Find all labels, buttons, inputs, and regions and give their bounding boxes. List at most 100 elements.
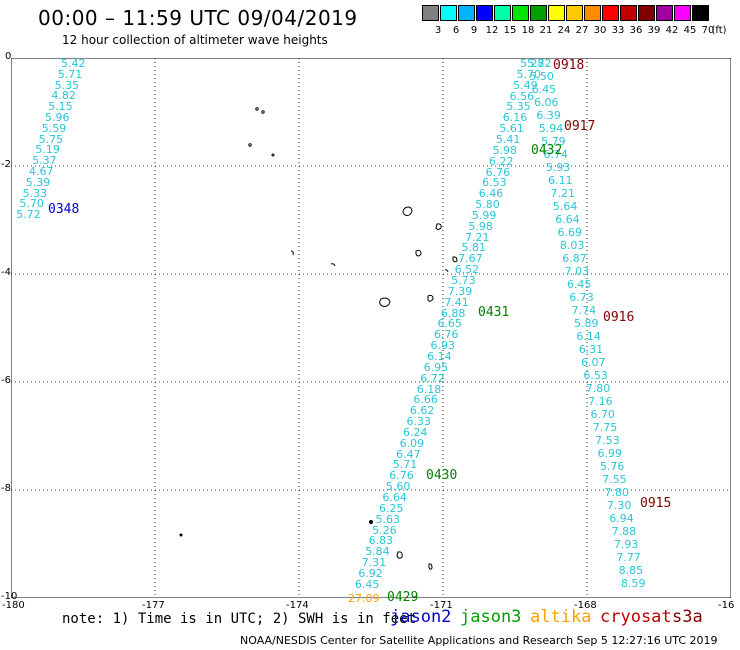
wave-height-value: 6.76 — [485, 165, 511, 179]
wave-height-value: 6.87 — [562, 252, 587, 265]
wave-height-value: 6.88 — [440, 306, 466, 320]
y-tick-label: -2 — [1, 159, 11, 170]
wave-height-value: 6.52 — [454, 263, 480, 277]
plot-frame — [11, 58, 731, 598]
wave-height-value: 6.74 — [543, 148, 568, 161]
legend-label: 45 — [683, 25, 697, 36]
wave-height-value: 27.09 — [348, 592, 380, 605]
wave-height-value: 4.67 — [29, 165, 54, 178]
legend-label: 18 — [521, 25, 535, 36]
wave-height-value: 5.89 — [574, 317, 599, 330]
legend-swatch — [620, 5, 637, 21]
legend-swatch — [440, 5, 457, 21]
wave-height-value: 5.70 — [516, 67, 542, 81]
pass-time-label: 0431 — [478, 305, 510, 320]
map-plot — [11, 58, 731, 598]
wave-height-value: 5.75 — [38, 132, 64, 146]
wave-height-value: 5.63 — [375, 512, 401, 526]
wave-height-value: 5.42 — [61, 57, 86, 70]
wave-height-value: 5.35 — [506, 100, 531, 114]
wave-height-value: 7.53 — [595, 434, 620, 447]
legend-swatch — [674, 5, 691, 21]
island — [290, 250, 294, 256]
legend-swatch — [476, 5, 493, 21]
wave-height-value: 6.45 — [531, 83, 557, 96]
wave-height-value: 5.70 — [19, 197, 44, 211]
x-tick-label: -171 — [430, 600, 453, 611]
wave-height-value: 5.59 — [41, 121, 67, 135]
wave-height-value: 5.50 — [529, 70, 554, 83]
wave-height-value: 5.98 — [468, 219, 493, 233]
island — [444, 269, 449, 273]
legend-swatch — [458, 5, 475, 21]
y-tick-label: -8 — [1, 483, 11, 494]
wave-height-value: 6.93 — [430, 339, 456, 353]
y-tick-label: -4 — [1, 267, 11, 278]
pass-time-label: 0918 — [553, 58, 585, 73]
x-tick-label: -177 — [142, 600, 165, 611]
wave-height-value: 7.55 — [602, 473, 627, 486]
wave-height-value: 5.98 — [492, 143, 517, 157]
wave-height-value: 7.75 — [592, 421, 618, 434]
wave-height-value: 5.26 — [372, 523, 397, 537]
wave-height-value: 5.15 — [48, 100, 73, 114]
legend-label: 27 — [575, 25, 589, 36]
wave-height-value: 8.59 — [621, 577, 646, 590]
legend-label: 36 — [629, 25, 643, 36]
legend-swatch — [584, 5, 601, 21]
wave-height-value: 7.31 — [361, 556, 387, 570]
wave-height-value: 5.71 — [392, 458, 418, 472]
wave-height-value: 6.65 — [437, 317, 462, 331]
satellite-name: cryosat — [600, 607, 672, 627]
island — [248, 143, 252, 147]
legend-label: 70 — [701, 25, 715, 36]
island — [330, 263, 336, 267]
credit-text: NOAA/NESDIS Center for Satellite Applica… — [240, 634, 718, 647]
legend-swatch — [566, 5, 583, 21]
island — [379, 297, 391, 307]
wave-height-value: 5.39 — [25, 175, 51, 189]
wave-height-value: 6.39 — [536, 109, 561, 122]
legend-label: 9 — [470, 25, 478, 36]
island — [402, 206, 413, 216]
wave-height-value: 6.62 — [409, 404, 435, 418]
wave-height-value: 6.94 — [609, 512, 634, 525]
y-tick-label: 0 — [5, 51, 12, 62]
wave-height-value: 6.64 — [555, 213, 580, 226]
wave-height-value: 5.41 — [495, 132, 521, 146]
legend-label: 15 — [503, 25, 517, 36]
wave-height-value: 7.41 — [444, 295, 469, 309]
wave-height-value: 7.74 — [571, 304, 597, 317]
note-text: note: 1) Time is in UTC; 2) SWH is in fe… — [62, 611, 417, 627]
wave-height-value: 6.64 — [382, 491, 407, 504]
legend-swatch — [602, 5, 619, 21]
wave-height-value: 6.31 — [578, 343, 604, 356]
wave-height-value: 5.28 — [520, 57, 545, 70]
y-tick-label: -6 — [1, 375, 11, 386]
wave-height-value: 6.11 — [548, 174, 573, 187]
wave-height-value: 7.93 — [613, 538, 639, 551]
wave-height-value: 5.60 — [385, 480, 411, 494]
wave-height-value: 8.03 — [559, 239, 585, 252]
wave-height-value: 5.19 — [35, 143, 60, 157]
island — [427, 294, 434, 302]
wave-height-value: 5.64 — [552, 200, 578, 213]
legend-label: 24 — [557, 25, 571, 36]
wave-height-value: 6.72 — [420, 371, 445, 385]
x-tick-label: -180 — [2, 600, 25, 611]
wave-height-value: 5.72 — [16, 208, 41, 222]
legend-swatch — [656, 5, 673, 21]
wave-height-value: 6.53 — [482, 176, 507, 190]
x-tick-label: -16 — [718, 600, 735, 611]
wave-height-value: 5.79 — [541, 135, 566, 148]
wave-height-value: 5.37 — [32, 154, 57, 168]
legend-swatch — [512, 5, 529, 21]
wave-height-value: 5.76 — [599, 460, 625, 473]
satellite-name: altika — [530, 607, 592, 627]
legend-unit: (ft) — [711, 25, 727, 36]
wave-height-value: 6.16 — [502, 111, 528, 125]
satellite-name: jason3 — [460, 607, 522, 627]
wave-height-value: 7.30 — [606, 499, 632, 512]
wave-height-value: 5.61 — [499, 122, 524, 136]
legend-label: 33 — [611, 25, 625, 36]
